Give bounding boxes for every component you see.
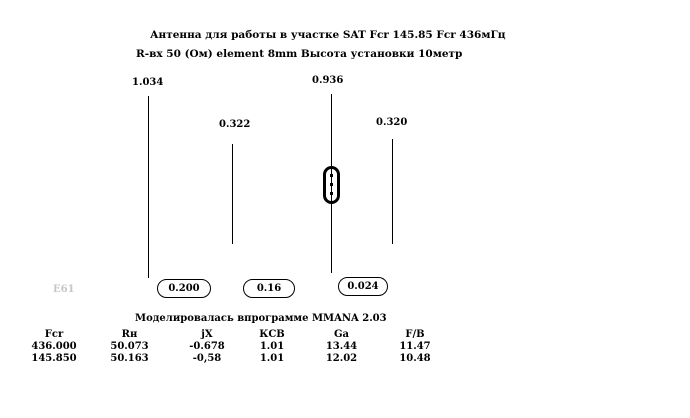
element-1-length-label: 1.034	[132, 77, 164, 88]
table-row: 436.000 50.073 -0.678 1.01 13.44 11.47	[28, 341, 456, 353]
column-header: F/B	[405, 329, 425, 340]
software-caption: Моделировалась впрограмме MMANA 2.03	[135, 313, 387, 324]
title-line-2: R-вх 50 (Ом) element 8mm Высота установк…	[136, 48, 463, 60]
table-header-row: Fcr Rн jX КСВ Ga F/B	[28, 329, 456, 341]
table-cell: 10.48	[399, 353, 431, 364]
element-2-line	[232, 144, 233, 244]
column-header: Fcr	[44, 329, 64, 340]
column-header: Rн	[121, 329, 138, 340]
table-cell: -0.678	[189, 341, 225, 352]
spacing-1-label: 0.200	[157, 279, 211, 298]
table-cell: 50.163	[110, 353, 149, 364]
element-4-line	[392, 139, 393, 244]
feed-loop	[323, 166, 340, 204]
element-3-length-label: 0.936	[312, 75, 344, 86]
element-2-length-label: 0.322	[219, 119, 251, 130]
table-cell: 1.01	[259, 353, 285, 364]
table-cell: -0,58	[192, 353, 222, 364]
element-4-length-label: 0.320	[376, 117, 408, 128]
table-cell: 1.01	[259, 341, 285, 352]
spacing-2-label: 0.16	[243, 279, 295, 298]
table-row: 145.850 50.163 -0,58 1.01 12.02 10.48	[28, 353, 456, 365]
feed-dot	[330, 174, 333, 177]
title-line-1: Антенна для работы в участке SAT Fcr 145…	[150, 29, 506, 41]
table-cell: 50.073	[110, 341, 149, 352]
table-cell: 13.44	[325, 341, 358, 352]
table-cell: 145.850	[31, 353, 77, 364]
column-header: Ga	[333, 329, 350, 340]
e61-watermark: E61	[53, 284, 75, 295]
results-table: Fcr Rн jX КСВ Ga F/B 436.000 50.073 -0.6…	[28, 329, 456, 365]
element-1-line	[148, 96, 149, 278]
spacing-3-label: 0.024	[338, 277, 388, 296]
column-header: jX	[201, 329, 213, 340]
column-header: КСВ	[259, 329, 285, 340]
table-cell: 436.000	[31, 341, 77, 352]
feed-dot	[330, 183, 333, 186]
table-cell: 11.47	[399, 341, 431, 352]
table-cell: 12.02	[325, 353, 358, 364]
feed-dot	[330, 192, 333, 195]
